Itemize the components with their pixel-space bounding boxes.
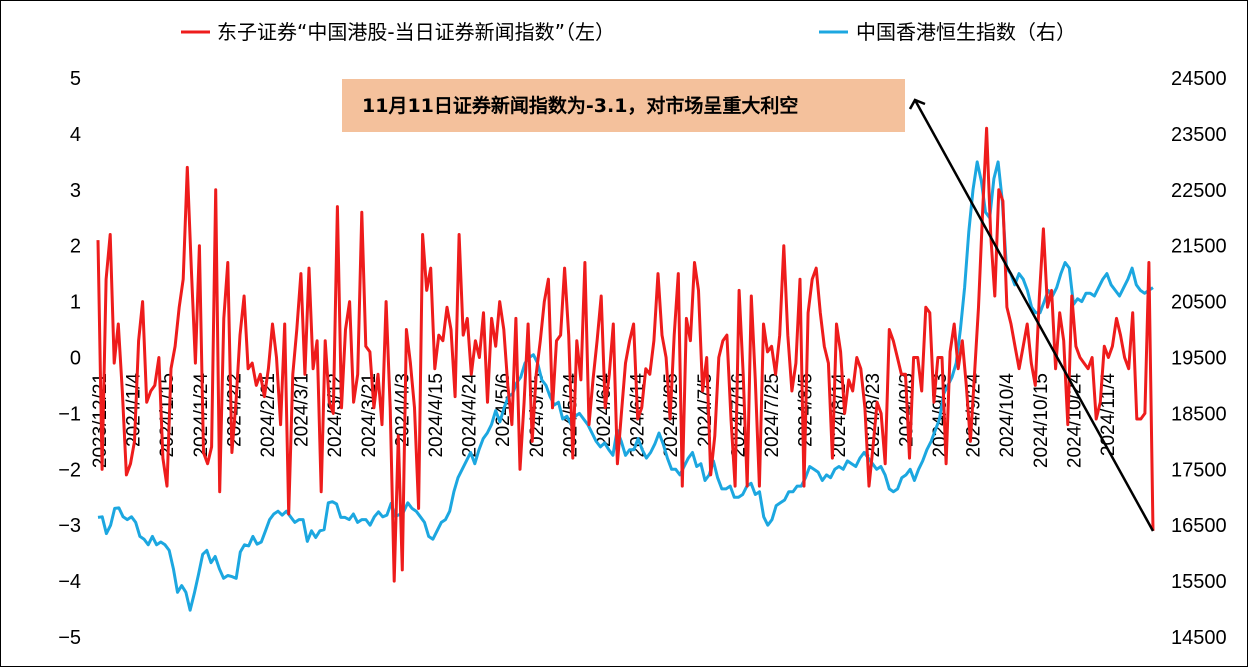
y-left-tick-label: 2: [70, 236, 81, 258]
y-right-tick-label: 24500: [1171, 68, 1227, 90]
x-tick-label: 2024/4/24: [460, 373, 481, 458]
x-tick-label: 2024/7/25: [762, 373, 783, 458]
x-tick-label: 2024/1/4: [124, 373, 145, 447]
annotation-text: 11月11日证券新闻指数为-3.1，对市场呈重大利空: [362, 94, 798, 117]
y-right-tick-label: 16500: [1171, 515, 1227, 537]
y-left-tick-label: −3: [58, 515, 81, 537]
annotation-arrow-line: [913, 99, 1155, 532]
y-right-tick-label: 14500: [1171, 627, 1227, 649]
y-right-tick-label: 17500: [1171, 459, 1227, 481]
y-right-tick-label: 23500: [1171, 124, 1227, 146]
legend: 东子证券“中国港股-当日证券新闻指数”（左） 中国香港恒生指数（右）: [181, 20, 1076, 44]
y-left-tick-label: 0: [70, 348, 81, 370]
annotation: 11月11日证券新闻指数为-3.1，对市场呈重大利空: [342, 79, 1155, 532]
y-right-tick-label: 15500: [1171, 571, 1227, 593]
annotation-box: [342, 79, 905, 132]
y-left-tick-label: −2: [58, 459, 81, 481]
y-left-tick-label: −5: [58, 627, 81, 649]
y-left-tick-label: 3: [70, 180, 81, 202]
x-tick-label: 2024/4/3: [392, 373, 413, 447]
y-axis-left-ticks: 5 4 3 2 1 0 −1 −2 −3 −4 −5: [58, 68, 81, 649]
x-tick-label: 2024/10/4: [997, 373, 1018, 458]
y-left-tick-label: −1: [58, 403, 81, 425]
annotation-arrow-head: [908, 98, 926, 110]
y-left-tick-label: 1: [70, 292, 81, 314]
series-line-news-index: [96, 126, 1155, 583]
y-right-tick-label: 22500: [1171, 180, 1227, 202]
x-tick-label: 2024/3/1: [292, 373, 313, 447]
y-right-tick-label: 20500: [1171, 292, 1227, 314]
y-axis-right-ticks: 24500 23500 22500 21500 20500 19500 18500 17500…: [1171, 68, 1227, 649]
x-tick-label: 2024/7/5: [695, 373, 716, 447]
legend-label-news-index: 东子证券“中国港股-当日证券新闻指数”（左）: [217, 20, 615, 44]
y-right-tick-label: 18500: [1171, 403, 1227, 425]
series-layer: [96, 126, 1155, 612]
x-tick-label: 2024/6/4: [594, 373, 615, 447]
y-left-tick-label: 5: [70, 68, 81, 90]
y-left-tick-label: 4: [70, 124, 81, 146]
x-tick-label: 2024/11/4: [1098, 373, 1119, 457]
y-right-tick-label: 19500: [1171, 348, 1227, 370]
y-left-tick-label: −4: [58, 571, 81, 593]
legend-label-hsi: 中国香港恒生指数（右）: [856, 20, 1076, 44]
x-tick-label: 2024/8/23: [863, 373, 884, 458]
x-tick-label: 2024/4/15: [426, 373, 447, 458]
series-line-hsi: [97, 160, 1154, 612]
y-right-tick-label: 21500: [1171, 236, 1227, 258]
x-tick-label: 2024/10/15: [1031, 373, 1052, 468]
